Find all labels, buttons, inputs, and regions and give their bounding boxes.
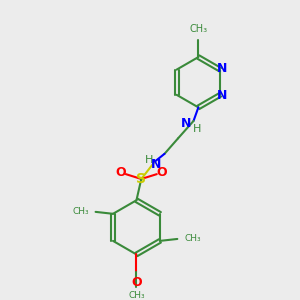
Text: O: O [116, 166, 126, 179]
Text: CH₃: CH₃ [189, 24, 207, 34]
Text: N: N [217, 62, 227, 75]
Text: H: H [193, 124, 202, 134]
Text: S: S [136, 172, 146, 186]
Text: CH₃: CH₃ [72, 207, 89, 216]
Text: CH₃: CH₃ [128, 291, 145, 300]
Text: O: O [156, 166, 167, 179]
Text: N: N [217, 89, 227, 102]
Text: CH₃: CH₃ [184, 235, 201, 244]
Text: O: O [131, 276, 142, 289]
Text: N: N [181, 117, 191, 130]
Text: N: N [151, 158, 161, 171]
Text: H: H [145, 154, 153, 165]
